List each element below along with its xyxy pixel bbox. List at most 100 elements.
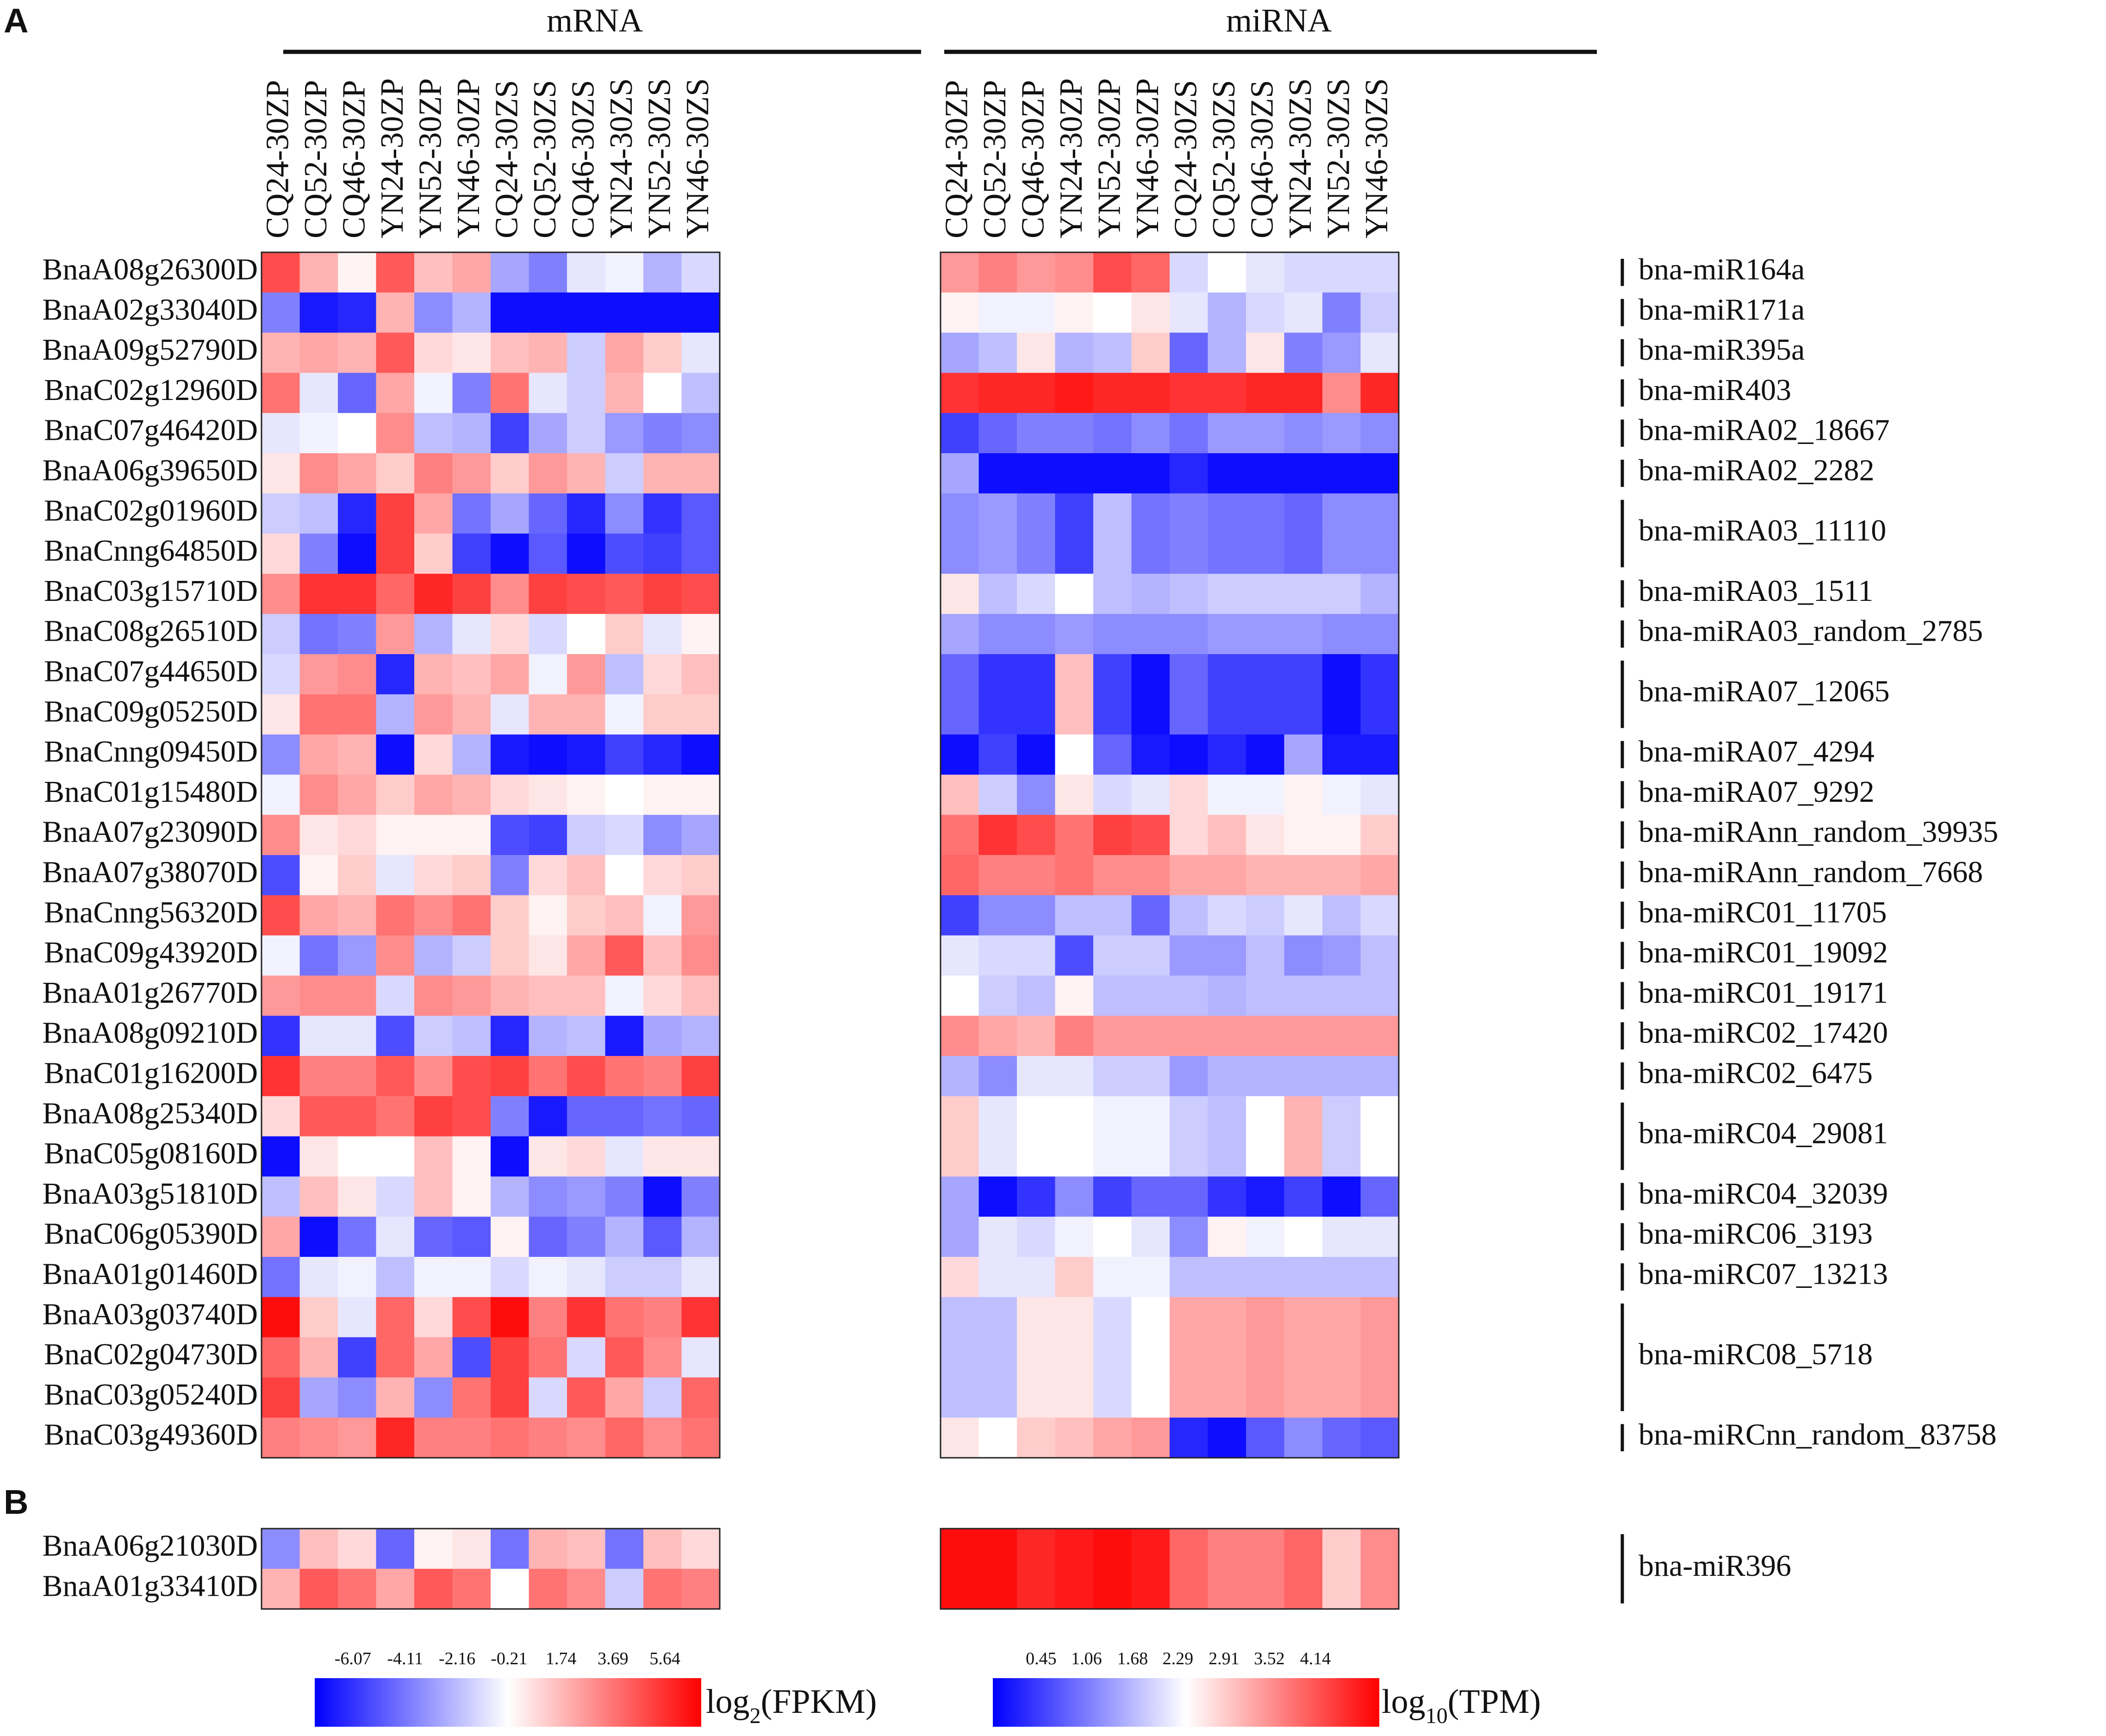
mirna-cell xyxy=(1093,975,1132,1016)
mrna-cell xyxy=(376,1377,415,1418)
mrna-cell xyxy=(605,1568,644,1610)
mrna-cell xyxy=(529,1337,567,1378)
mrna-cell xyxy=(567,533,606,574)
mirna-cell xyxy=(1284,1377,1323,1418)
mirna-cell xyxy=(1170,1096,1209,1137)
mirna-cell xyxy=(1093,453,1132,494)
mrna-cell xyxy=(605,453,644,494)
mirna-cell xyxy=(1284,774,1323,815)
mrna-cell xyxy=(414,694,453,735)
mirna-cell xyxy=(1322,935,1361,976)
gene-label: BnaC02g12960D xyxy=(44,373,258,407)
mirna-cell xyxy=(1017,1297,1056,1338)
mrna-cell xyxy=(681,292,720,333)
mirna-cell xyxy=(1131,654,1170,695)
mirna-cell xyxy=(1284,574,1323,614)
column-label-mrna: YN24-30ZS xyxy=(604,78,639,238)
mrna-cell xyxy=(681,1176,720,1217)
column-label-mirna: YN52-30ZP xyxy=(1091,78,1127,238)
mrna-cell xyxy=(376,815,415,856)
mrna-cell xyxy=(262,252,300,293)
mrna-cell xyxy=(338,413,377,454)
mirna-cell xyxy=(1055,774,1094,815)
colorbar-tick-label: 2.91 xyxy=(1209,1649,1240,1668)
mirna-cell xyxy=(1360,453,1399,494)
mirna-cell xyxy=(1131,1217,1170,1257)
mirna-cell xyxy=(1208,975,1246,1016)
mrna-cell xyxy=(491,574,530,614)
mrna-cell xyxy=(529,1016,567,1056)
mrna-cell xyxy=(491,654,530,695)
mrna-cell xyxy=(605,1096,644,1137)
mirna-cell xyxy=(978,1016,1017,1056)
mrna-cell xyxy=(452,1337,491,1378)
colorbar-tick-label: 4.14 xyxy=(1300,1649,1331,1668)
mrna-cell xyxy=(299,815,338,856)
mirna-cell xyxy=(978,453,1017,494)
mirna-cell xyxy=(941,292,979,333)
mrna-cell xyxy=(643,1176,682,1217)
mirna-cell xyxy=(1017,694,1056,735)
mirna-cell xyxy=(1246,1176,1285,1217)
mrna-cell xyxy=(338,574,377,614)
mrna-cell xyxy=(567,1096,606,1137)
mirna-cell xyxy=(1208,574,1246,614)
mrna-cell xyxy=(681,1217,720,1257)
mirna-cell xyxy=(978,413,1017,454)
mirna-cell xyxy=(1284,493,1323,534)
mrna-cell xyxy=(299,614,338,655)
mirna-cell xyxy=(1360,332,1399,373)
mrna-cell xyxy=(529,332,567,373)
mirna-cell xyxy=(1170,654,1209,695)
mrna-cell xyxy=(414,574,453,614)
mrna-cell xyxy=(299,1056,338,1097)
mrna-cell xyxy=(452,1136,491,1177)
gene-label: BnaCnng09450D xyxy=(44,735,258,768)
column-labels: CQ24-30ZP CQ52-30ZP CQ46-30ZP YN24-30ZP YN52… xyxy=(260,78,1395,238)
mrna-cell xyxy=(529,734,567,775)
mrna-cell xyxy=(643,533,682,574)
column-label-mirna: CQ52-30ZP xyxy=(977,80,1013,238)
mrna-cell xyxy=(262,1136,300,1177)
mrna-cell xyxy=(643,614,682,655)
mrna-cell xyxy=(643,975,682,1016)
column-label-mirna: CQ46-30ZS xyxy=(1244,80,1280,238)
mrna-cell xyxy=(376,413,415,454)
mrna-cell-border xyxy=(261,251,721,1459)
mirna-cell xyxy=(1360,1136,1399,1177)
mrna-cell xyxy=(567,694,606,735)
mirna-cell xyxy=(1170,413,1209,454)
mrna-cell xyxy=(262,1257,300,1298)
mirna-cell xyxy=(1131,1016,1170,1056)
mirna-cell xyxy=(978,975,1017,1016)
mirna-cell xyxy=(1131,292,1170,333)
mirna-cell xyxy=(1093,855,1132,896)
mrna-cell xyxy=(299,1297,338,1338)
mrna-cell xyxy=(605,654,644,695)
mirna-cell xyxy=(978,815,1017,856)
mirna-cell xyxy=(1170,493,1209,534)
mrna-cell xyxy=(605,975,644,1016)
mirna-cell xyxy=(1017,453,1056,494)
mirna-cell-border xyxy=(940,251,1400,1459)
colorbar-tick-label: 0.45 xyxy=(1026,1649,1057,1668)
mirna-cell xyxy=(1208,1217,1246,1257)
mirna-cell xyxy=(1170,1257,1209,1298)
mirna-cell xyxy=(1170,774,1209,815)
mrna-cell xyxy=(681,1418,720,1458)
mirna-cell xyxy=(1284,1568,1323,1610)
mirna-cell xyxy=(1246,815,1285,856)
mrna-cell xyxy=(262,855,300,896)
mirna-cell-border xyxy=(940,1528,1400,1610)
mirna-cell xyxy=(1017,252,1056,293)
colorbar-tick-label: 5.64 xyxy=(649,1649,680,1668)
mrna-cell xyxy=(491,453,530,494)
mrna-cell xyxy=(299,1257,338,1298)
mrna-cell xyxy=(262,1529,300,1569)
mirna-cell xyxy=(1322,895,1361,936)
mirna-cell xyxy=(978,252,1017,293)
mirna-cell xyxy=(1131,694,1170,735)
mirna-cell xyxy=(1170,1136,1209,1177)
colorbar-tick-label: -6.07 xyxy=(335,1649,371,1668)
mrna-cell xyxy=(491,1136,530,1177)
